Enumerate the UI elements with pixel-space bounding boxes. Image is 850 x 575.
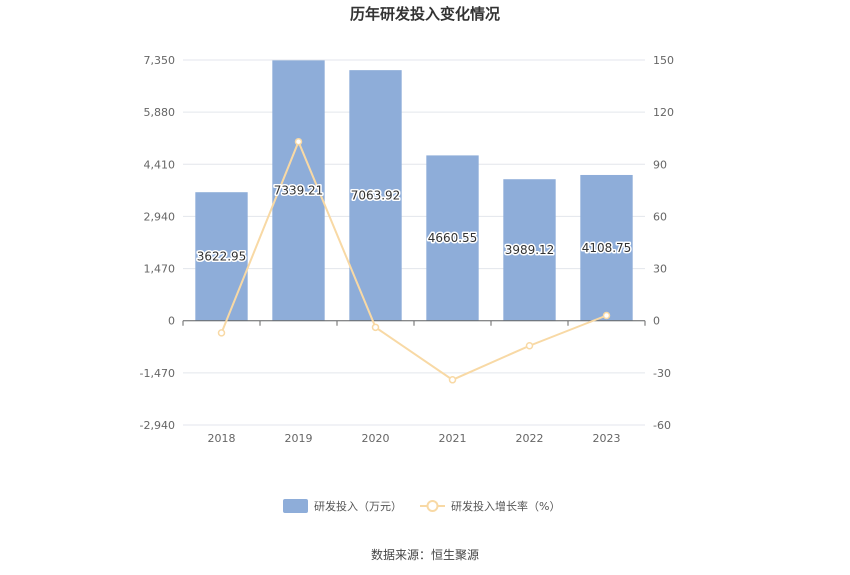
right-tick-label: -30 — [653, 367, 671, 380]
growth-line — [217, 137, 611, 384]
bar-value-label: 3622.95 — [197, 249, 247, 263]
right-tick-label: 90 — [653, 158, 667, 171]
right-axis-ticks: 150 120 90 60 30 0 -30 -60 — [653, 54, 674, 432]
x-tick-label: 2022 — [516, 432, 544, 445]
left-tick-label: 4,410 — [144, 158, 176, 171]
right-tick-label: 30 — [653, 263, 667, 276]
legend-bar-swatch — [283, 499, 308, 513]
left-tick-label: 5,880 — [144, 106, 176, 119]
legend-line-marker — [426, 500, 439, 512]
left-tick-label: -2,940 — [140, 419, 175, 432]
growth-point[interactable] — [294, 137, 303, 146]
bar[interactable] — [272, 60, 325, 321]
bar[interactable] — [349, 70, 402, 321]
growth-point[interactable] — [371, 323, 380, 332]
left-tick-label: 1,470 — [144, 263, 176, 276]
growth-point[interactable] — [448, 376, 457, 384]
source-note: 数据来源：恒生聚源 — [371, 547, 479, 562]
legend-item-line[interactable]: 研发投入增长率（%） — [420, 499, 560, 513]
chart-title: 历年研发投入变化情况 — [350, 5, 500, 23]
bar-value-label: 4660.55 — [428, 231, 478, 245]
bar[interactable] — [426, 155, 479, 321]
right-tick-label: 150 — [653, 54, 674, 67]
growth-point[interactable] — [602, 311, 611, 320]
right-tick-label: -60 — [653, 419, 671, 432]
left-tick-label: 7,350 — [144, 54, 176, 67]
right-tick-label: 120 — [653, 106, 674, 119]
bar[interactable] — [195, 192, 248, 321]
legend: 研发投入（万元） 研发投入增长率（%） — [283, 499, 560, 513]
bar-value-label: 7339.21 — [274, 184, 324, 198]
bar-labels: 3622.95 7339.21 7063.92 4660.55 3989.12 4108.… — [195, 182, 633, 265]
bar-value-label: 7063.92 — [351, 188, 401, 202]
x-tick-label: 2023 — [593, 432, 621, 445]
bars — [195, 60, 633, 321]
bar[interactable] — [580, 174, 633, 321]
x-tick-label: 2020 — [362, 432, 390, 445]
x-axis-ticks: 2018 2019 2020 2021 2022 2023 — [208, 432, 621, 445]
bar-value-label: 4108.75 — [582, 241, 632, 255]
left-tick-label: 0 — [168, 315, 175, 328]
left-tick-label: -1,470 — [140, 367, 175, 380]
grid — [183, 59, 645, 426]
x-tick-label: 2021 — [439, 432, 467, 445]
legend-line-label: 研发投入增长率（%） — [451, 499, 560, 513]
right-tick-label: 0 — [653, 315, 660, 328]
bar-value-label: 3989.12 — [505, 243, 555, 257]
legend-item-bar[interactable]: 研发投入（万元） — [283, 499, 402, 513]
bar[interactable] — [503, 179, 556, 321]
growth-polyline — [220, 139, 607, 381]
left-tick-label: 2,940 — [144, 210, 176, 223]
growth-point[interactable] — [217, 329, 226, 337]
x-tick-label: 2018 — [208, 432, 236, 445]
legend-bar-label: 研发投入（万元） — [314, 499, 402, 513]
growth-point[interactable] — [525, 341, 534, 350]
right-tick-label: 60 — [653, 210, 667, 223]
left-axis-ticks: 7,350 5,880 4,410 2,940 1,470 0 -1,470 -2,940 — [140, 54, 175, 432]
zero-axis — [182, 320, 646, 326]
x-tick-label: 2019 — [285, 432, 313, 445]
